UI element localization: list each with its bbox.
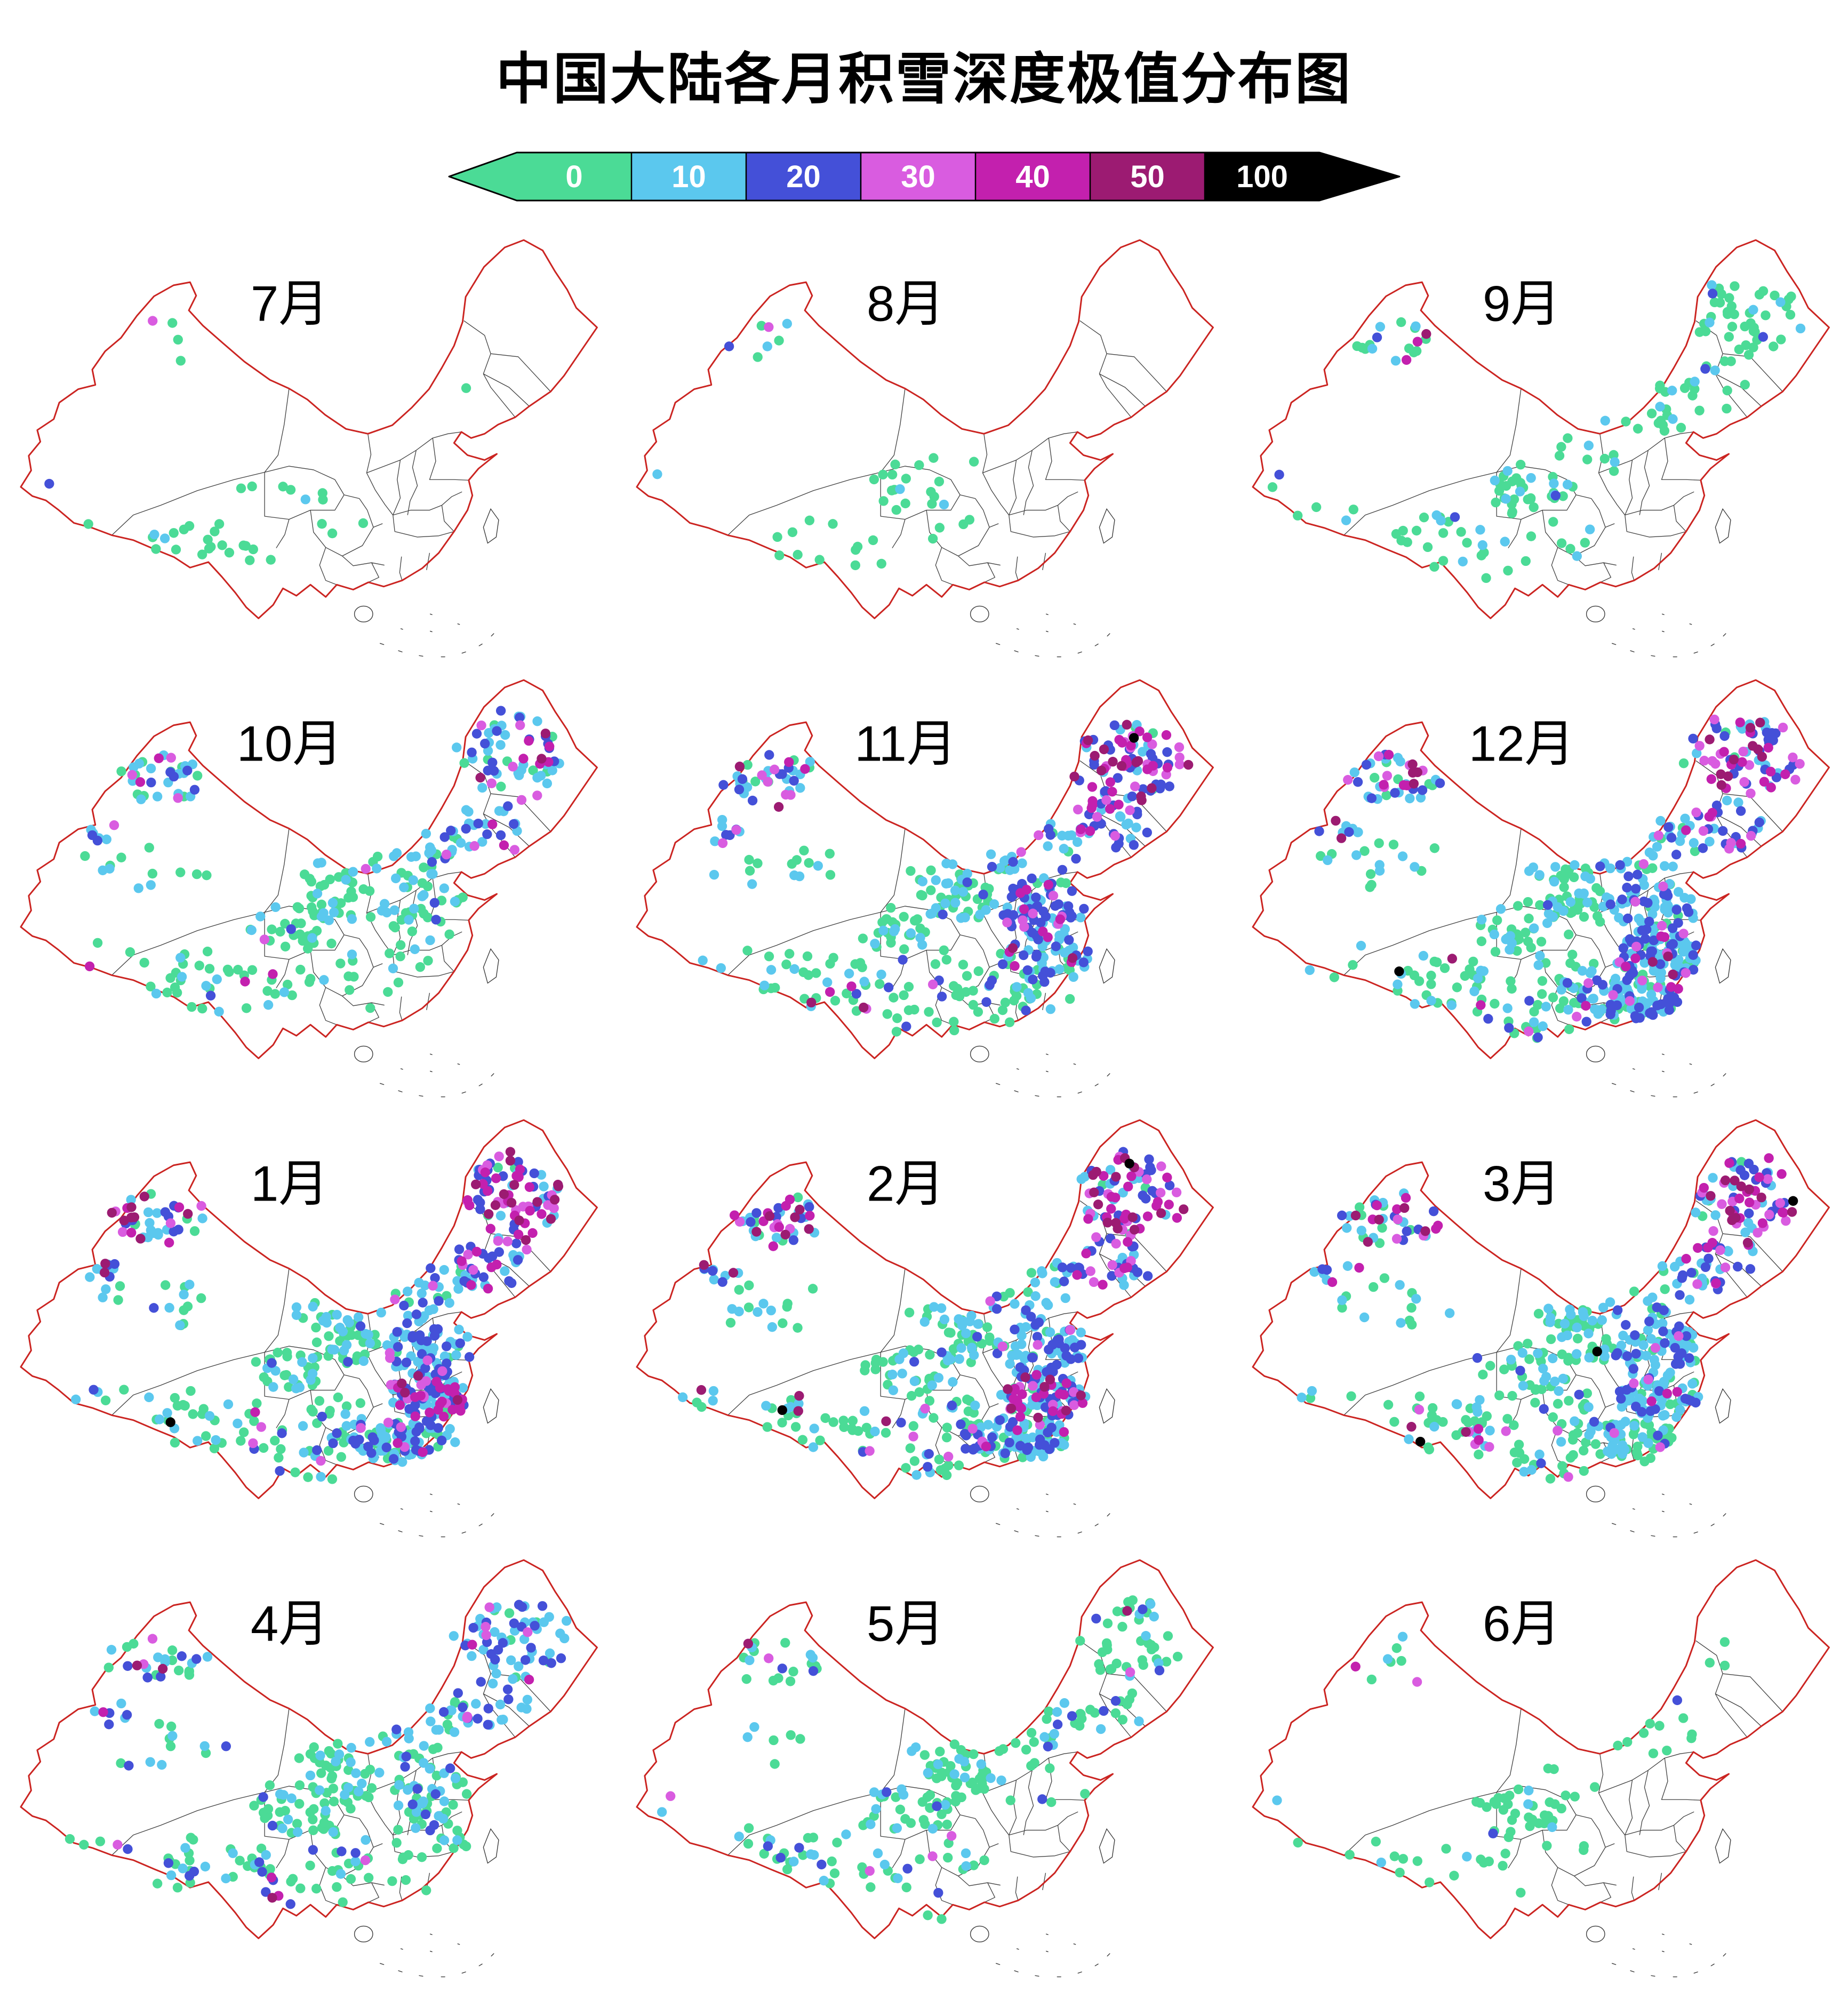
legend-value-label: 100 (1236, 159, 1288, 194)
station-dots (657, 1595, 1183, 1924)
station-dots (71, 1147, 564, 1484)
station-dots (698, 719, 1194, 1037)
month-label: 2月 (867, 1155, 945, 1211)
station-dots (1305, 714, 1805, 1043)
china-map: 8月 (636, 239, 1214, 658)
china-map: 11月 (636, 679, 1214, 1098)
china-map: 1月 (20, 1119, 598, 1538)
page-title: 中国大陆各月积雪深度极值分布图 (495, 49, 1352, 110)
china-map: 3月 (1252, 1119, 1830, 1538)
month-label: 4月 (251, 1595, 329, 1651)
legend-value-label: 40 (1015, 159, 1050, 194)
station-dots (1272, 1631, 1730, 1898)
month-label: 11月 (854, 715, 956, 771)
maps-grid: 7月 8月 9月 10月 11月 12月 (0, 223, 1848, 1983)
month-map-cell: 9月 (1232, 223, 1848, 663)
china-map: 9月 (1252, 239, 1830, 658)
china-map: 6月 (1252, 1559, 1830, 1978)
legend-bar: 0 10 20 30 40 50 100 (448, 151, 1401, 202)
month-label: 5月 (867, 1595, 945, 1651)
china-map: 12月 (1252, 679, 1830, 1098)
station-dots (80, 706, 564, 1017)
legend-value-label: 50 (1130, 159, 1165, 194)
china-map: 7月 (20, 239, 598, 658)
month-map-cell: 3月 (1232, 1103, 1848, 1543)
month-label: 3月 (1483, 1155, 1561, 1211)
china-map: 5月 (636, 1559, 1214, 1978)
month-map-cell: 10月 (0, 663, 616, 1103)
month-map-cell: 1月 (0, 1103, 616, 1543)
month-map-cell: 8月 (616, 223, 1232, 663)
station-dots (65, 1599, 572, 1909)
station-dots (652, 318, 979, 571)
month-label: 7月 (251, 275, 329, 331)
station-dots (677, 1147, 1189, 1481)
month-map-cell: 12月 (1232, 663, 1848, 1103)
month-map-cell: 5月 (616, 1543, 1232, 1983)
month-label: 10月 (237, 715, 342, 771)
month-map-cell: 7月 (0, 223, 616, 663)
month-label: 9月 (1483, 275, 1561, 331)
month-map-cell: 6月 (1232, 1543, 1848, 1983)
legend-value-label: 10 (671, 159, 706, 194)
china-map: 4月 (20, 1559, 598, 1978)
china-map: 2月 (636, 1119, 1214, 1538)
station-dots (1267, 280, 1806, 583)
month-label: 12月 (1469, 715, 1574, 771)
month-label: 1月 (251, 1155, 329, 1211)
china-map: 10月 (20, 679, 598, 1098)
month-map-cell: 2月 (616, 1103, 1232, 1543)
legend-value-label: 20 (786, 159, 821, 194)
station-dots (44, 316, 471, 565)
month-map-cell: 11月 (616, 663, 1232, 1103)
month-label: 8月 (867, 275, 945, 331)
month-label: 6月 (1483, 1595, 1561, 1651)
legend-value-label: 0 (565, 159, 582, 194)
month-map-cell: 4月 (0, 1543, 616, 1983)
legend-value-label: 30 (901, 159, 935, 194)
station-dots (1297, 1153, 1798, 1484)
